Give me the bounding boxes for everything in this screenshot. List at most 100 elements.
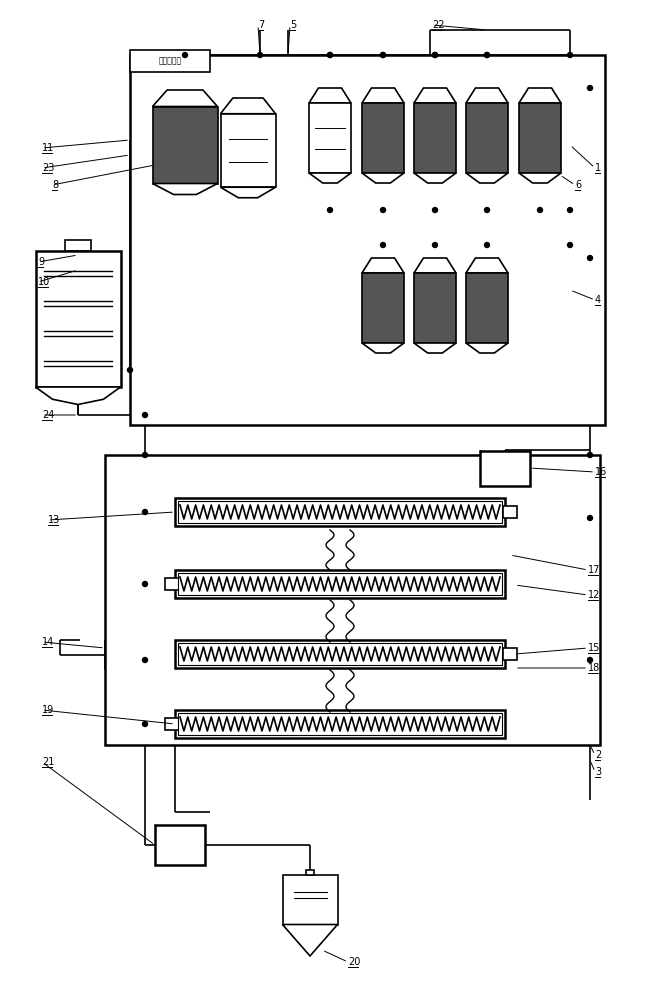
Circle shape bbox=[328, 52, 333, 57]
Text: 24: 24 bbox=[42, 410, 54, 420]
Text: 6: 6 bbox=[575, 180, 581, 190]
Bar bbox=[130, 55, 605, 425]
Circle shape bbox=[568, 208, 573, 213]
Circle shape bbox=[484, 242, 490, 247]
Polygon shape bbox=[309, 88, 351, 103]
Text: 16: 16 bbox=[595, 467, 607, 477]
Circle shape bbox=[568, 52, 573, 57]
Circle shape bbox=[588, 516, 593, 520]
Bar bbox=[152, 106, 217, 184]
Bar bbox=[178, 713, 502, 735]
Text: 4: 4 bbox=[595, 295, 601, 305]
Text: 23: 23 bbox=[42, 163, 54, 173]
Bar bbox=[35, 250, 121, 387]
Bar bbox=[178, 501, 502, 523]
Text: 磷石精尾浆: 磷石精尾浆 bbox=[159, 56, 181, 66]
Circle shape bbox=[568, 242, 573, 247]
Bar bbox=[503, 506, 517, 518]
Circle shape bbox=[381, 52, 386, 57]
Bar bbox=[175, 640, 505, 668]
Polygon shape bbox=[362, 173, 404, 183]
Circle shape bbox=[128, 367, 132, 372]
Text: 2: 2 bbox=[595, 750, 601, 760]
Bar bbox=[466, 103, 508, 173]
Text: 14: 14 bbox=[42, 637, 54, 647]
Circle shape bbox=[257, 52, 263, 57]
Circle shape bbox=[381, 208, 386, 213]
Circle shape bbox=[381, 52, 386, 57]
Bar bbox=[503, 648, 517, 660]
Bar bbox=[519, 103, 561, 173]
Polygon shape bbox=[283, 924, 337, 956]
Bar bbox=[466, 273, 508, 343]
Text: 15: 15 bbox=[588, 643, 600, 653]
Circle shape bbox=[484, 208, 490, 213]
Text: 1: 1 bbox=[595, 163, 601, 173]
Text: 13: 13 bbox=[48, 515, 60, 525]
Circle shape bbox=[433, 52, 437, 57]
Bar bbox=[480, 450, 530, 486]
Circle shape bbox=[484, 52, 490, 57]
Bar bbox=[178, 573, 502, 595]
Polygon shape bbox=[152, 184, 217, 194]
Polygon shape bbox=[309, 173, 351, 183]
Polygon shape bbox=[152, 90, 217, 106]
Circle shape bbox=[143, 658, 148, 662]
Bar bbox=[165, 578, 179, 590]
Text: 9: 9 bbox=[38, 257, 44, 267]
Bar bbox=[306, 870, 314, 875]
Polygon shape bbox=[414, 88, 456, 103]
Circle shape bbox=[143, 412, 148, 418]
Text: 8: 8 bbox=[52, 180, 58, 190]
Polygon shape bbox=[414, 258, 456, 273]
Circle shape bbox=[484, 52, 490, 57]
Text: 19: 19 bbox=[42, 705, 54, 715]
Bar bbox=[178, 643, 502, 665]
Circle shape bbox=[537, 208, 542, 213]
Bar bbox=[309, 103, 351, 173]
Circle shape bbox=[328, 52, 333, 57]
Bar bbox=[175, 710, 505, 738]
Text: 18: 18 bbox=[588, 663, 600, 673]
Circle shape bbox=[183, 52, 188, 57]
Circle shape bbox=[433, 52, 437, 57]
Circle shape bbox=[143, 582, 148, 586]
Bar bbox=[362, 103, 404, 173]
Bar bbox=[175, 498, 505, 526]
Text: 12: 12 bbox=[588, 590, 600, 600]
Bar bbox=[165, 718, 179, 730]
Bar bbox=[105, 455, 600, 745]
Polygon shape bbox=[519, 173, 561, 183]
Bar bbox=[283, 875, 337, 924]
Polygon shape bbox=[221, 187, 275, 198]
Polygon shape bbox=[362, 343, 404, 353]
Circle shape bbox=[328, 208, 333, 213]
Bar bbox=[414, 103, 456, 173]
Bar bbox=[130, 50, 210, 72]
Text: 7: 7 bbox=[258, 20, 264, 30]
Polygon shape bbox=[466, 173, 508, 183]
Circle shape bbox=[381, 242, 386, 247]
Bar bbox=[414, 273, 456, 343]
Text: 3: 3 bbox=[595, 767, 601, 777]
Circle shape bbox=[143, 452, 148, 458]
Bar bbox=[65, 240, 91, 250]
Text: 17: 17 bbox=[588, 565, 600, 575]
Text: 5: 5 bbox=[290, 20, 296, 30]
Polygon shape bbox=[466, 343, 508, 353]
Text: 22: 22 bbox=[432, 20, 444, 30]
Circle shape bbox=[588, 452, 593, 458]
Circle shape bbox=[588, 86, 593, 91]
Text: 11: 11 bbox=[42, 143, 54, 153]
Text: 20: 20 bbox=[348, 957, 361, 967]
Polygon shape bbox=[414, 173, 456, 183]
Text: 21: 21 bbox=[42, 757, 54, 767]
Circle shape bbox=[588, 658, 593, 662]
Bar bbox=[221, 114, 275, 187]
Polygon shape bbox=[519, 88, 561, 103]
Polygon shape bbox=[414, 343, 456, 353]
Circle shape bbox=[588, 255, 593, 260]
Polygon shape bbox=[362, 258, 404, 273]
Circle shape bbox=[143, 510, 148, 514]
Polygon shape bbox=[35, 387, 121, 404]
